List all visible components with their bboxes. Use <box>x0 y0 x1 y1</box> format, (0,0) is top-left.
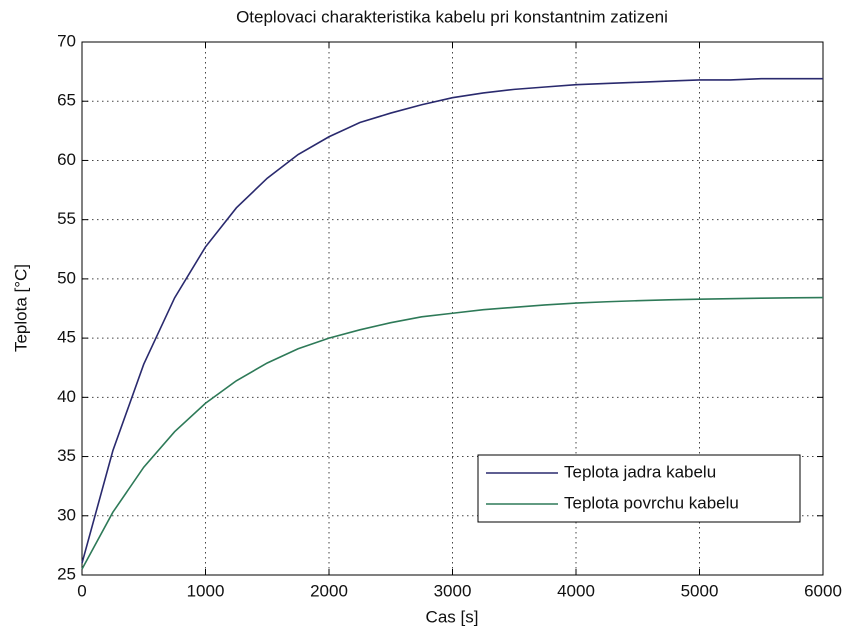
x-tick-label: 2000 <box>310 581 348 600</box>
x-tick-label: 0 <box>77 581 86 600</box>
y-tick-label: 60 <box>57 150 76 169</box>
y-tick-label: 35 <box>57 446 76 465</box>
y-tick-label: 45 <box>57 328 76 347</box>
x-tick-label: 6000 <box>804 581 842 600</box>
y-tick-label: 55 <box>57 209 76 228</box>
x-tick-label: 1000 <box>187 581 225 600</box>
data-line <box>81 296 824 570</box>
y-tick-label: 30 <box>57 505 76 524</box>
y-tick-label: 40 <box>57 387 76 406</box>
legend-box <box>477 454 801 523</box>
y-tick-label: 65 <box>57 91 76 110</box>
y-tick-label: 70 <box>57 31 76 50</box>
y-tick-label: 50 <box>57 268 76 287</box>
axes-box <box>81 41 824 576</box>
x-axis-label: Cas [s] <box>426 607 479 626</box>
x-tick-label: 5000 <box>681 581 719 600</box>
legend-label: Teplota jadra kabelu <box>564 462 716 481</box>
y-axis-label: Teplota [°C] <box>11 264 30 352</box>
x-tick-label: 4000 <box>557 581 595 600</box>
y-tick-label: 25 <box>57 564 76 583</box>
x-tick-label: 3000 <box>434 581 472 600</box>
legend-label: Teplota povrchu kabelu <box>564 493 739 512</box>
chart-title: Oteplovaci charakteristika kabelu pri ko… <box>236 7 668 26</box>
data-line <box>81 77 823 564</box>
